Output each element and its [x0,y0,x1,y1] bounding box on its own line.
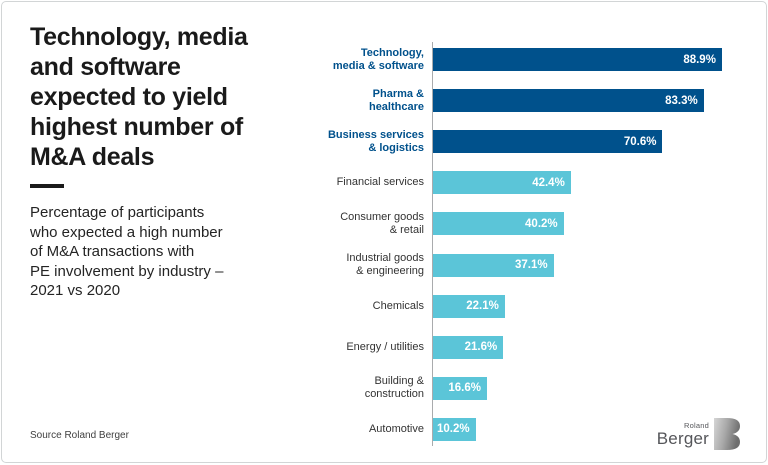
value-label: 40.2% [525,217,558,230]
value-label: 22.1% [466,300,499,313]
bar-row: Consumer goods & retail 40.2% [304,210,754,236]
logo-text-berger: Berger [656,429,709,448]
bar-row: Industrial goods & engineering 37.1% [304,252,754,278]
bar: 10.2% [433,417,476,441]
bar-row: Technology, media & software 88.9% [304,46,754,72]
category-label: Industrial goods & engineering [346,252,424,278]
bar-row: Business services & logistics 70.6% [304,128,754,154]
bar-row: Financial services 42.4% [304,171,754,195]
value-label: 70.6% [623,135,657,148]
value-label: 16.6% [448,382,481,395]
category-label: Automotive [368,422,424,435]
bar: 88.9% [433,48,722,71]
bar-row: Building & construction 16.6% [304,375,754,401]
category-label: Financial services [336,176,424,189]
category-label: Technology, media & software [332,46,424,72]
category-label: Pharma & healthcare [368,87,424,113]
bar: 37.1% [433,253,554,277]
title-dash-divider [30,184,64,188]
value-label: 88.9% [683,53,716,66]
source-note: Source Roland Berger [30,430,129,441]
value-label: 21.6% [464,341,498,354]
bar: 16.6% [433,376,487,400]
bar: 22.1% [433,294,505,318]
category-label: Energy / utilities [346,340,424,353]
bar-row: Energy / utilities 21.6% [304,335,754,359]
logo-text-roland: Roland [684,421,709,430]
roland-berger-logo: Roland Berger [657,418,740,450]
value-label: 10.2% [437,423,470,436]
bar: 40.2% [433,212,564,236]
logo-b-icon [714,418,740,450]
value-label: 83.3% [665,94,698,107]
bar: 42.4% [433,171,571,195]
page-title: Technology, media and software expected … [30,23,248,171]
category-label: Business services & logistics [327,128,424,154]
bar-chart: Technology, media & software 88.9% Pharm… [304,42,754,446]
category-label: Consumer goods & retail [340,210,424,236]
category-label: Chemicals [372,299,424,312]
chart-description: Percentage of participants who expected … [30,204,224,299]
value-label: 37.1% [514,259,548,272]
bar-row: Automotive 10.2% [304,417,754,441]
bar: 83.3% [433,89,704,113]
bar-row: Pharma & healthcare 83.3% [304,87,754,113]
text-panel: Technology, media and software expected … [30,22,285,301]
bar-row: Chemicals 22.1% [304,294,754,318]
value-label: 42.4% [532,176,565,189]
bar: 70.6% [433,130,663,154]
logo-wordmark: Roland Berger [657,421,709,447]
category-label: Building & construction [364,375,424,401]
y-axis-line [432,42,433,446]
bar: 21.6% [433,335,504,359]
